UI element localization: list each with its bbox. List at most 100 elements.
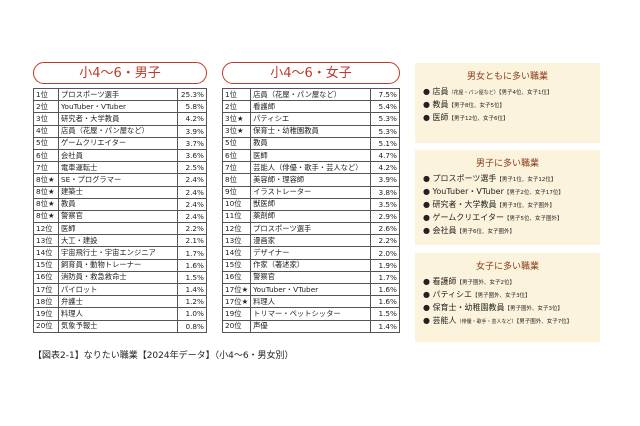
row: 15位 飼育員・動物トレーナー 1.6% bbox=[33, 258, 207, 272]
rank: 13位 bbox=[221, 234, 252, 248]
item-name: 芸能人 bbox=[432, 316, 457, 325]
job: 消防員・救急救命士 bbox=[58, 270, 178, 285]
rank: 11位 bbox=[221, 209, 252, 224]
rank: 17位 bbox=[33, 282, 59, 297]
percent: 2.2% bbox=[177, 222, 207, 236]
rank: 5位 bbox=[221, 136, 252, 150]
row: 19位 料理人 1.0% bbox=[33, 307, 207, 321]
bullet: ● bbox=[423, 290, 433, 299]
percent: 2.1% bbox=[177, 234, 207, 248]
item-name: プロスポーツ選手 bbox=[432, 174, 497, 183]
rank: 3位 bbox=[33, 112, 59, 126]
rank: 12位 bbox=[221, 222, 252, 236]
job: 作家（著述家） bbox=[250, 258, 371, 272]
card-item: ● YouTuber・VTuber【男子2位、女子17位】 bbox=[423, 186, 592, 199]
caption: 【図表2-1】なりたい職業【2024年データ】（小4～6・男女別） bbox=[33, 351, 294, 361]
rank: 14位 bbox=[221, 246, 252, 260]
item-detail: 【男子圏外、女子2位】 bbox=[456, 280, 516, 286]
card-item: ● 研究者・大学教員【男子3位、女子圏外】 bbox=[423, 199, 592, 212]
job: イラストレーター bbox=[250, 185, 371, 199]
item-detail: 【男子1位、女子12位】 bbox=[496, 177, 557, 183]
rank: 15位 bbox=[221, 258, 252, 272]
job: 建築士 bbox=[58, 185, 178, 199]
row: 8位★ 教員 2.4% bbox=[33, 197, 207, 211]
row: 8位★ 警察官 2.4% bbox=[33, 209, 207, 224]
percent: 25.3% bbox=[177, 87, 207, 102]
job: 教員 bbox=[250, 136, 371, 150]
job: トリマー・ペットシッター bbox=[250, 307, 371, 321]
percent: 0.8% bbox=[177, 319, 207, 333]
job: パティシエ bbox=[250, 112, 371, 126]
item-name: 看護師 bbox=[432, 277, 457, 286]
row: 6位 会社員 3.6% bbox=[33, 148, 207, 163]
job: 獣医師 bbox=[250, 197, 371, 211]
row: 1位 プロスポーツ選手 25.3% bbox=[33, 87, 207, 102]
item-detail: 【男子圏外、女子3位】 bbox=[504, 306, 564, 312]
row: 19位 トリマー・ペットシッター 1.5% bbox=[221, 307, 400, 321]
job: 料理人 bbox=[58, 307, 178, 321]
row: 11位 薬剤師 2.9% bbox=[221, 209, 400, 224]
item-detail: 【男子8位、女子5位】 bbox=[448, 103, 506, 109]
percent: 4.2% bbox=[177, 112, 207, 126]
rank: 18位 bbox=[33, 295, 59, 309]
percent: 1.5% bbox=[177, 270, 207, 285]
item-detail: 【男子圏外、女子7位】 bbox=[516, 319, 573, 325]
rank: 20位 bbox=[221, 319, 252, 333]
row: 5位 教員 5.1% bbox=[221, 136, 400, 150]
job: プロスポーツ選手 bbox=[58, 87, 178, 102]
item-note: （俳優・歌手・芸人など） bbox=[456, 319, 517, 325]
job: SE・プログラマー bbox=[58, 173, 178, 187]
row: 17位★ YouTuber・VTuber 1.6% bbox=[221, 282, 400, 297]
percent: 1.6% bbox=[370, 295, 400, 309]
card-item: ● 芸能人（俳優・歌手・芸人など）【男子圏外、女子7位】 bbox=[423, 315, 592, 328]
row: 6位 医師 4.7% bbox=[221, 148, 400, 163]
row: 18位 弁護士 1.2% bbox=[33, 295, 207, 309]
percent: 1.2% bbox=[177, 295, 207, 309]
item-name: YouTuber・VTuber bbox=[432, 187, 504, 196]
bullet: ● bbox=[423, 213, 433, 222]
percent: 2.6% bbox=[370, 222, 400, 236]
row: 12位 医師 2.2% bbox=[33, 222, 207, 236]
item-detail: 【男子圏外、女子3位】 bbox=[472, 293, 531, 299]
row: 7位 電車運転士 2.5% bbox=[33, 161, 207, 175]
rank: 15位 bbox=[33, 258, 59, 272]
bullet: ● bbox=[423, 303, 433, 312]
job: YouTuber・VTuber bbox=[58, 100, 178, 114]
row: 8位 美容師・理容師 3.9% bbox=[221, 173, 400, 187]
percent: 3.6% bbox=[177, 148, 207, 163]
percent: 3.9% bbox=[177, 124, 207, 138]
job: 電車運転士 bbox=[58, 161, 178, 175]
rank: 2位 bbox=[221, 100, 252, 114]
job: 漫画家 bbox=[250, 234, 371, 248]
percent: 2.4% bbox=[177, 209, 207, 224]
job: 声優 bbox=[250, 319, 371, 333]
percent: 2.5% bbox=[177, 161, 207, 175]
percent: 3.7% bbox=[177, 136, 207, 150]
item-detail: 【男子12位、女子6位】 bbox=[448, 116, 509, 122]
card-item: ● 会社員【男子6位、女子圏外】 bbox=[423, 225, 592, 238]
item-name: 店員 bbox=[432, 87, 449, 96]
job: 警察官 bbox=[58, 209, 178, 224]
rank: 4位 bbox=[33, 124, 59, 138]
row: 8位★ 建築士 2.4% bbox=[33, 185, 207, 199]
row: 13位 大工・建設 2.1% bbox=[33, 234, 207, 248]
rank: 19位 bbox=[221, 307, 252, 321]
item-name: 医師 bbox=[432, 113, 449, 122]
bullet: ● bbox=[423, 87, 433, 96]
row: 12位 プロスポーツ選手 2.6% bbox=[221, 222, 400, 236]
percent: 2.9% bbox=[370, 209, 400, 224]
rank: 2位 bbox=[33, 100, 59, 114]
job: 医師 bbox=[58, 222, 178, 236]
rank: 19位 bbox=[33, 307, 59, 321]
percent: 5.8% bbox=[177, 100, 207, 114]
row: 17位 パイロット 1.4% bbox=[33, 282, 207, 297]
rank: 6位 bbox=[221, 148, 252, 163]
rank: 1位 bbox=[33, 87, 59, 102]
item-note: （花屋・パン屋など） bbox=[448, 90, 499, 96]
job: ゲームクリエイター bbox=[58, 136, 178, 150]
row: 5位 ゲームクリエイター 3.7% bbox=[33, 136, 207, 150]
job: 大工・建設 bbox=[58, 234, 178, 248]
item-detail: 【男子5位、女子圏外】 bbox=[503, 216, 563, 222]
card-item: ● ゲームクリエイター【男子5位、女子圏外】 bbox=[423, 212, 592, 225]
